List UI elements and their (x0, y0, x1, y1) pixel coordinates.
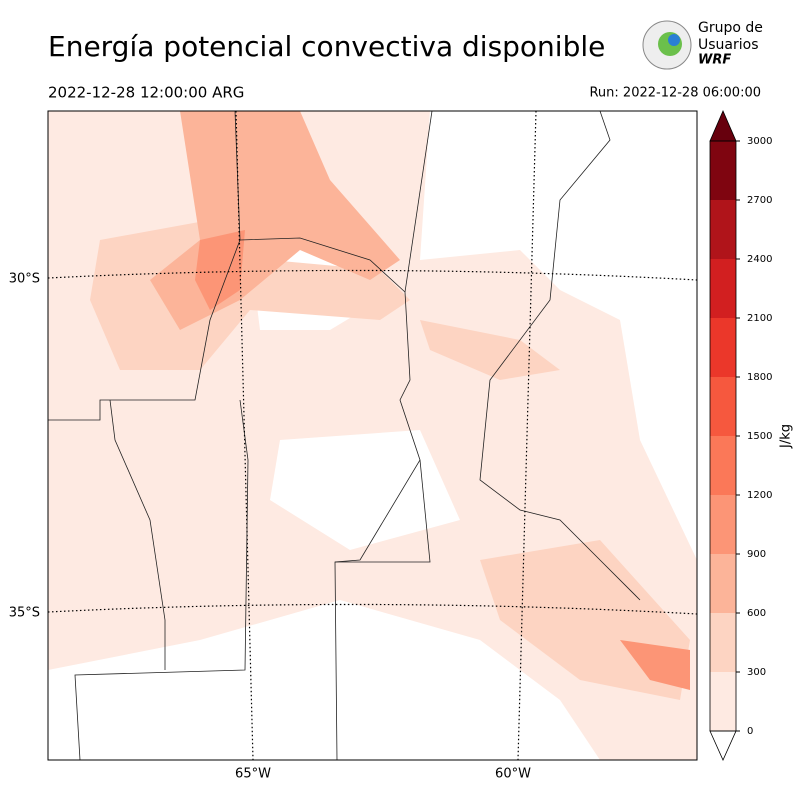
colorbar-tick-label: 0 (747, 726, 753, 737)
colorbar-tick-label: 2400 (747, 254, 772, 265)
colorbar-tick-label: 1200 (747, 490, 772, 501)
colorbar-tick-label: 600 (747, 608, 766, 619)
logo: Grupo de Usuarios WRF (642, 20, 763, 70)
colorbar-tick-label: 2100 (747, 313, 772, 324)
colorbar-bin (710, 554, 736, 613)
colorbar-bin (710, 672, 736, 731)
colorbar-bin (710, 495, 736, 554)
logo-text: Grupo de (698, 20, 763, 36)
cape-field (250, 250, 460, 550)
cape-field (90, 220, 690, 700)
colorbar-bin (710, 318, 736, 377)
colorbar-bin (710, 436, 736, 495)
colorbar-tick-label: 300 (747, 667, 766, 678)
colorbar-bin (710, 200, 736, 259)
colorbar: 0 300 600 900 1200 1500 1800 2100 2400 2700 3000 (709, 109, 772, 761)
cape-field (195, 230, 690, 690)
colorbar-tick-label: 1800 (747, 372, 772, 383)
colorbar-extend-over (709, 109, 737, 142)
colorbar-tick-label: 1500 (747, 431, 772, 442)
colorbar-tick-label: 3000 (747, 136, 772, 147)
graticule (48, 111, 697, 760)
logo-text: WRF (698, 53, 731, 68)
colorbar-tick-label: 2700 (747, 195, 772, 206)
colorbar-tick-label: 900 (747, 549, 766, 560)
title: Energía potencial convectiva disponible (48, 30, 605, 63)
colorbar-bin (710, 141, 736, 200)
borders (48, 111, 641, 760)
run-time: Run: 2022-12-28 06:00:00 (589, 86, 761, 101)
colorbar-bin (710, 377, 736, 436)
map-frame (47, 110, 698, 761)
valid-time: 2022-12-28 12:00:00 ARG (48, 84, 244, 102)
lat-label: 35°S (9, 606, 40, 621)
map (48, 111, 697, 760)
lon-label: 60°W (495, 767, 531, 782)
logo-text: Usuarios (698, 37, 759, 53)
lon-label: 65°W (235, 767, 271, 782)
lat-label: 30°S (9, 272, 40, 287)
colorbar-extend-under (709, 730, 737, 761)
colorbar-bin (710, 259, 736, 318)
logo-map (668, 34, 680, 46)
colorbar-label: J/kg (779, 424, 794, 449)
colorbar-bin (710, 613, 736, 672)
